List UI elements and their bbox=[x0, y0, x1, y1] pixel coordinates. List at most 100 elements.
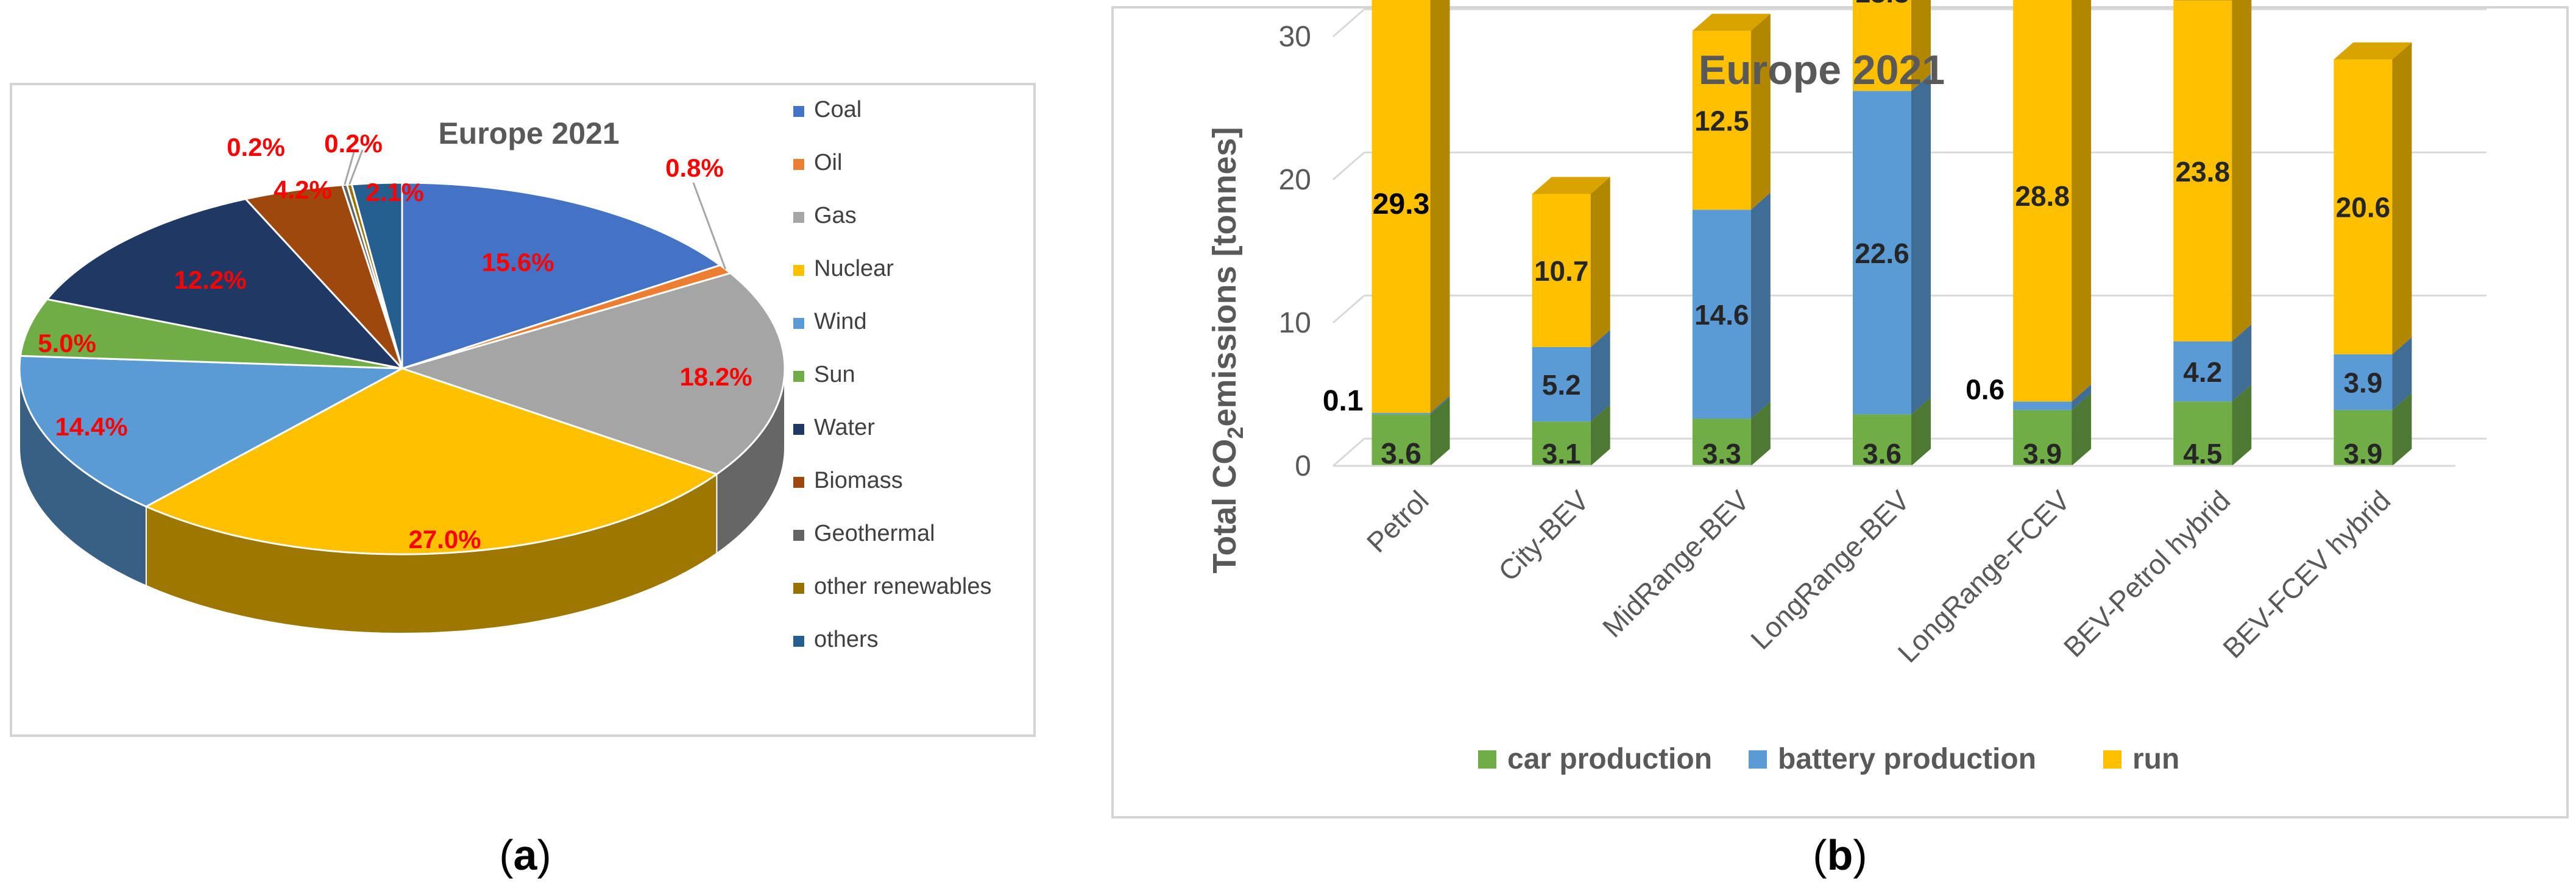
bar-label-bev-fcev-hybrid-car-production: 3.9 bbox=[2343, 438, 2382, 470]
pie-label-wind: 14.4% bbox=[55, 412, 127, 441]
caption-a-open: ( bbox=[499, 831, 513, 879]
bar-side-longrange-bev-run bbox=[1911, 0, 1931, 91]
bar-label-petrol-battery-production: 0.1 bbox=[1323, 385, 1364, 417]
bar-longrange-bev-car-production bbox=[1853, 414, 1911, 466]
pie-legend-swatch-oil bbox=[793, 159, 804, 170]
pie-slice-gas bbox=[398, 272, 786, 476]
pie-label-oil: 0.8% bbox=[665, 153, 724, 182]
bar-bev-petrol-hybrid-car-production bbox=[2173, 401, 2232, 466]
bar-side-bev-fcev-hybrid-battery-production bbox=[2392, 337, 2412, 410]
bar-ytick-10: 10 bbox=[1279, 307, 1311, 339]
pie-label-nuclear: 27.0% bbox=[408, 525, 481, 554]
bar-side-bev-petrol-hybrid-battery-production bbox=[2232, 324, 2252, 402]
pie-legend-swatch-coal bbox=[793, 106, 804, 117]
bar-petrol-run bbox=[1371, 0, 1431, 414]
bar-bev-petrol-hybrid-battery-production bbox=[2173, 341, 2232, 402]
bar-label-midrange-bev-car-production: 3.3 bbox=[1702, 438, 1741, 470]
bar-side-bev-fcev-hybrid-run bbox=[2392, 42, 2412, 354]
bar-gridline-20 bbox=[1332, 152, 1365, 181]
pie-label-gas: 18.2% bbox=[679, 362, 752, 391]
bar-legend-label-run: run bbox=[2132, 743, 2179, 775]
bar-side-petrol-battery-production bbox=[1430, 396, 1450, 415]
pie-legend-label-gas: Gas bbox=[814, 203, 857, 228]
bar-label-petrol-run: 29.3 bbox=[1373, 188, 1429, 220]
bar-bev-fcev-hybrid-battery-production bbox=[2334, 354, 2393, 410]
y-label-part-1: Total CO bbox=[1206, 439, 1243, 574]
bar-side-longrange-bev-battery-production bbox=[1911, 74, 1931, 415]
pie-legend-swatch-wind bbox=[793, 318, 804, 329]
pie-slice-sun bbox=[19, 298, 403, 370]
bar-side-longrange-fcev-battery-production bbox=[2072, 384, 2092, 410]
caption-a: (a) bbox=[499, 831, 551, 879]
bar-side-bev-petrol-hybrid-car-production bbox=[2232, 384, 2252, 466]
bar-gridline-30 bbox=[1332, 9, 1365, 38]
bar-legend-swatch-battery-production bbox=[1749, 750, 1767, 769]
bar-gridline-10 bbox=[1332, 295, 1365, 324]
pie-chart: 15.6% 0.8% 18.2% 27.0% 14.4% 5.0% 12.2% 4.2% 0.2… bbox=[18, 129, 786, 635]
pie-legend-swatch-water bbox=[793, 424, 804, 435]
bar-longrange-fcev-car-production bbox=[2013, 410, 2072, 466]
bar-bev-petrol-hybrid-run bbox=[2173, 1, 2232, 342]
bar-label-longrange-fcev-run: 28.8 bbox=[2015, 180, 2070, 212]
pie-legend-swatch-sun bbox=[793, 371, 804, 382]
pie-label-biomass: 4.2% bbox=[274, 175, 332, 204]
bar-label-longrange-bev-run: 13.8 bbox=[1855, 0, 1909, 9]
pie-label-geothermal: 0.2% bbox=[227, 133, 285, 161]
bar-side-midrange-bev-run bbox=[1750, 13, 1771, 210]
bar-gridline-0 bbox=[1332, 438, 1365, 467]
pie-legend-label-nuclear: Nuclear bbox=[814, 256, 894, 281]
bar-midrange-bev-battery-production bbox=[1692, 210, 1751, 419]
caption-a-close: ) bbox=[537, 831, 551, 879]
bar-label-midrange-bev-run: 12.5 bbox=[1694, 105, 1749, 136]
bar-top-midrange-bev bbox=[1692, 13, 1771, 31]
pie-legend-swatch-nuclear bbox=[793, 265, 804, 276]
bar-ytick-0: 0 bbox=[1295, 450, 1311, 482]
pie-legend-label-wind: Wind bbox=[814, 309, 867, 334]
bar-label-bev-petrol-hybrid-run: 23.8 bbox=[2176, 156, 2231, 188]
pie-legend-swatch-other-renewables bbox=[793, 583, 804, 594]
pie-slice-coal bbox=[401, 181, 723, 370]
bar-bev-fcev-hybrid-car-production bbox=[2334, 410, 2393, 466]
bar-legend-swatch-car-production bbox=[1478, 750, 1496, 769]
bar-side-petrol-run bbox=[1430, 0, 1450, 414]
bar-legend-label-battery-production: battery production bbox=[1778, 743, 2036, 775]
pie-legend-label-sun: Sun bbox=[814, 362, 855, 387]
pie-label-coal: 15.6% bbox=[481, 248, 554, 276]
pie-leader-other-renewables bbox=[348, 149, 364, 185]
bar-longrange-fcev-run bbox=[2013, 0, 2072, 402]
y-label-subscript: 2 bbox=[1223, 427, 1248, 439]
pie-label-other-renewables: 0.2% bbox=[324, 129, 383, 158]
bar-title: Europe 2021 bbox=[1699, 47, 1945, 93]
y-label-part-2: emissions [tonnes] bbox=[1206, 127, 1243, 426]
bar-side-city-bev-battery-production bbox=[1590, 329, 1610, 422]
bar-petrol-battery-production bbox=[1371, 413, 1431, 415]
pie-legend-label-others: others bbox=[814, 627, 879, 652]
bar-midrange-bev-car-production bbox=[1692, 418, 1751, 466]
bar-label-longrange-bev-battery-production: 22.6 bbox=[1855, 238, 1909, 269]
pie-legend-label-water: Water bbox=[814, 415, 875, 440]
pie-legend-label-other-renewables: other renewables bbox=[814, 574, 992, 599]
caption-a-letter: a bbox=[514, 831, 538, 879]
bar-legend-swatch-run bbox=[2103, 750, 2121, 769]
pie-legend-swatch-others bbox=[793, 636, 804, 647]
caption-b-open: ( bbox=[1813, 831, 1827, 879]
pie-legend-swatch-gas bbox=[793, 212, 804, 223]
bar-side-city-bev-run bbox=[1590, 177, 1610, 347]
pie-legend-swatch-biomass bbox=[793, 477, 804, 488]
bar-side-midrange-bev-battery-production bbox=[1750, 192, 1771, 419]
bar-data-labels: 3.6 0.1 29.3 3.1 5.2 10.7 3.3 14.6 12.5 3.6 22.6 13… bbox=[1323, 0, 2390, 470]
bar-side-bev-fcev-hybrid-car-production bbox=[2392, 393, 2412, 466]
bar-label-longrange-bev-car-production: 3.6 bbox=[1863, 438, 1902, 470]
bar-label-petrol-car-production: 3.6 bbox=[1381, 438, 1421, 470]
pie-slice-water bbox=[45, 198, 405, 370]
bar-label-longrange-fcev-battery-production: 0.6 bbox=[1966, 373, 2005, 405]
bar-ytick-30: 30 bbox=[1279, 21, 1311, 53]
bar-label-longrange-fcev-car-production: 3.9 bbox=[2023, 438, 2062, 470]
bar-ytick-20: 20 bbox=[1279, 164, 1311, 196]
bar-top-bev-petrol-hybrid bbox=[2173, 0, 2233, 1]
pie-leader-geothermal bbox=[344, 149, 356, 185]
bar-city-bev-run bbox=[1532, 194, 1591, 347]
pie-title: Europe 2021 bbox=[438, 116, 619, 150]
pie-legend-label-geothermal: Geothermal bbox=[814, 521, 935, 546]
